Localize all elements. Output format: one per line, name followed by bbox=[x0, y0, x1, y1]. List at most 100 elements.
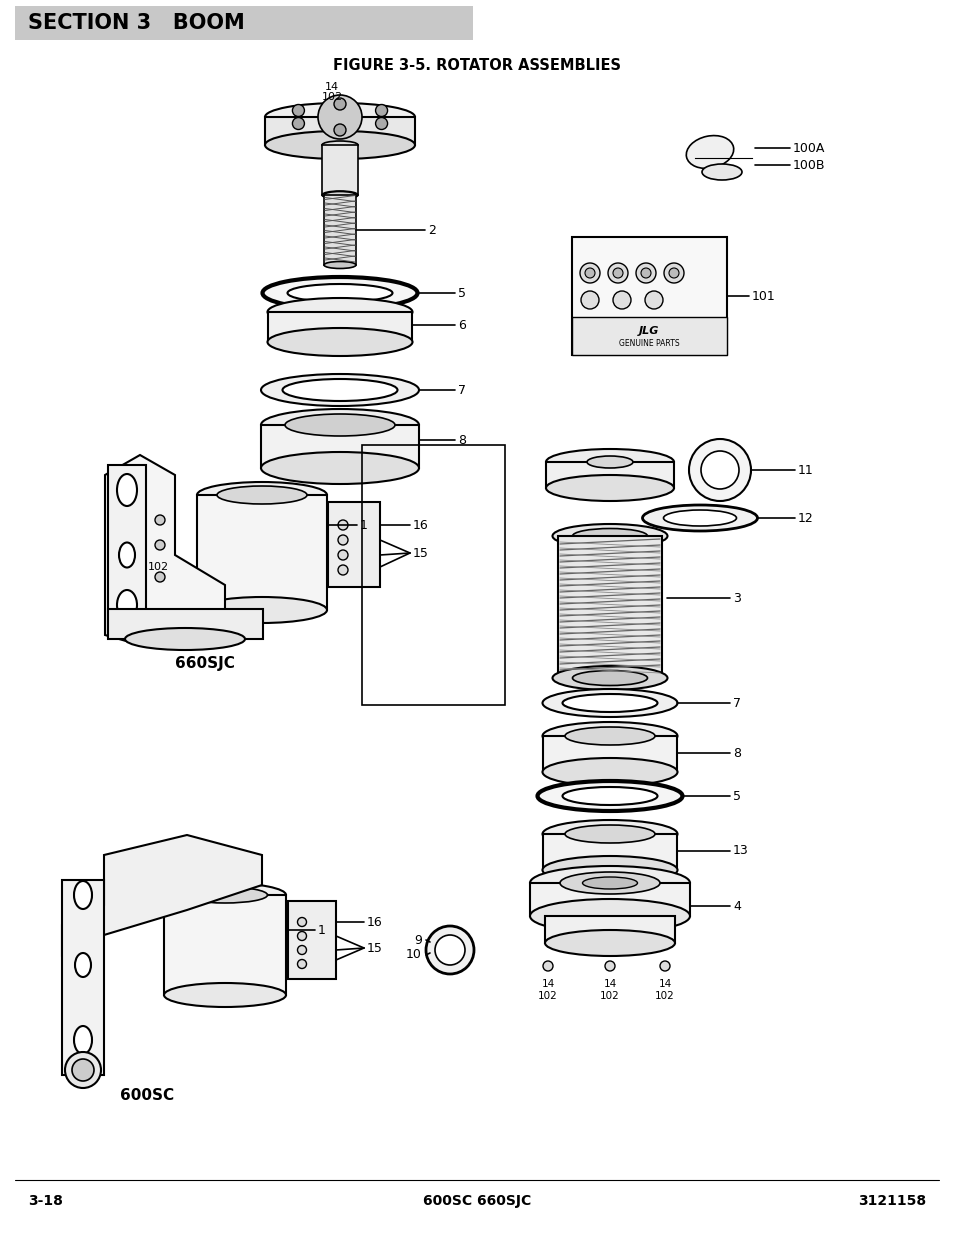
Polygon shape bbox=[105, 454, 225, 645]
Ellipse shape bbox=[322, 141, 357, 149]
Ellipse shape bbox=[267, 298, 412, 326]
Circle shape bbox=[334, 98, 346, 110]
Circle shape bbox=[317, 95, 361, 140]
Text: 15: 15 bbox=[367, 941, 382, 955]
Circle shape bbox=[297, 960, 306, 968]
Ellipse shape bbox=[261, 409, 418, 441]
Ellipse shape bbox=[572, 671, 647, 685]
Bar bbox=[108, 609, 263, 638]
Ellipse shape bbox=[164, 883, 286, 906]
Ellipse shape bbox=[282, 379, 397, 401]
Ellipse shape bbox=[559, 872, 659, 894]
Ellipse shape bbox=[542, 689, 677, 718]
Circle shape bbox=[293, 105, 304, 116]
Ellipse shape bbox=[662, 510, 736, 526]
Text: 1: 1 bbox=[317, 924, 326, 936]
Text: 7: 7 bbox=[457, 384, 465, 396]
Ellipse shape bbox=[322, 191, 357, 199]
Ellipse shape bbox=[701, 164, 741, 180]
Circle shape bbox=[297, 946, 306, 955]
Ellipse shape bbox=[582, 877, 637, 889]
Circle shape bbox=[154, 540, 165, 550]
Ellipse shape bbox=[435, 935, 464, 965]
Bar bbox=[288, 902, 335, 979]
Text: 16: 16 bbox=[413, 519, 428, 531]
Text: 102: 102 bbox=[321, 91, 342, 103]
Ellipse shape bbox=[65, 1052, 101, 1088]
Ellipse shape bbox=[324, 191, 355, 199]
Text: 15: 15 bbox=[413, 547, 429, 559]
Circle shape bbox=[297, 918, 306, 926]
Circle shape bbox=[640, 268, 650, 278]
Ellipse shape bbox=[196, 482, 327, 508]
Ellipse shape bbox=[542, 758, 677, 785]
Ellipse shape bbox=[530, 866, 689, 900]
Ellipse shape bbox=[164, 983, 286, 1007]
Ellipse shape bbox=[700, 451, 739, 489]
Ellipse shape bbox=[182, 887, 267, 903]
Bar bbox=[196, 495, 327, 610]
Bar bbox=[268, 312, 412, 342]
Text: 7: 7 bbox=[732, 697, 740, 709]
Ellipse shape bbox=[74, 1026, 91, 1053]
Bar bbox=[530, 883, 689, 916]
Ellipse shape bbox=[530, 899, 689, 932]
Ellipse shape bbox=[196, 597, 327, 622]
Ellipse shape bbox=[562, 694, 657, 713]
Text: 600SC 660SJC: 600SC 660SJC bbox=[422, 1194, 531, 1208]
Ellipse shape bbox=[545, 450, 673, 475]
Ellipse shape bbox=[74, 881, 91, 909]
Text: 1: 1 bbox=[359, 519, 368, 531]
Ellipse shape bbox=[564, 825, 655, 844]
Text: 100A: 100A bbox=[792, 142, 824, 154]
Circle shape bbox=[663, 263, 683, 283]
Circle shape bbox=[337, 550, 348, 559]
Text: 100B: 100B bbox=[792, 158, 824, 172]
Circle shape bbox=[668, 268, 679, 278]
Ellipse shape bbox=[564, 727, 655, 745]
Ellipse shape bbox=[545, 475, 673, 501]
Bar bbox=[15, 6, 473, 40]
Ellipse shape bbox=[586, 456, 633, 468]
Text: 6: 6 bbox=[457, 319, 465, 331]
Circle shape bbox=[636, 263, 656, 283]
Text: 11: 11 bbox=[797, 463, 813, 477]
Circle shape bbox=[579, 263, 599, 283]
Text: 660SJC: 660SJC bbox=[174, 656, 234, 671]
Ellipse shape bbox=[262, 277, 417, 309]
Bar bbox=[261, 425, 418, 468]
Text: 10: 10 bbox=[406, 948, 421, 962]
Text: 14: 14 bbox=[540, 979, 554, 989]
Ellipse shape bbox=[216, 487, 307, 504]
Text: 102: 102 bbox=[148, 562, 169, 572]
Bar bbox=[558, 536, 661, 678]
Text: 102: 102 bbox=[537, 990, 558, 1002]
Ellipse shape bbox=[261, 452, 418, 484]
Text: 8: 8 bbox=[732, 746, 740, 760]
Bar bbox=[361, 445, 504, 705]
Ellipse shape bbox=[688, 438, 750, 501]
Bar bbox=[542, 736, 677, 772]
Circle shape bbox=[337, 564, 348, 576]
Circle shape bbox=[613, 268, 622, 278]
Bar bbox=[324, 195, 355, 266]
Text: 3: 3 bbox=[732, 592, 740, 604]
Text: 600SC: 600SC bbox=[120, 1088, 174, 1103]
Ellipse shape bbox=[117, 590, 137, 620]
Circle shape bbox=[334, 124, 346, 136]
Text: 101: 101 bbox=[751, 289, 775, 303]
Circle shape bbox=[375, 117, 387, 130]
Bar bbox=[328, 501, 379, 587]
Bar bbox=[542, 834, 677, 869]
Ellipse shape bbox=[261, 374, 418, 406]
Ellipse shape bbox=[285, 414, 395, 436]
Circle shape bbox=[154, 515, 165, 525]
Ellipse shape bbox=[324, 262, 355, 268]
Ellipse shape bbox=[542, 856, 677, 884]
Bar bbox=[108, 466, 146, 635]
Circle shape bbox=[297, 931, 306, 941]
Text: FIGURE 3-5. ROTATOR ASSEMBLIES: FIGURE 3-5. ROTATOR ASSEMBLIES bbox=[333, 58, 620, 73]
Ellipse shape bbox=[552, 524, 667, 548]
Text: 14: 14 bbox=[658, 979, 671, 989]
Bar bbox=[544, 916, 675, 944]
